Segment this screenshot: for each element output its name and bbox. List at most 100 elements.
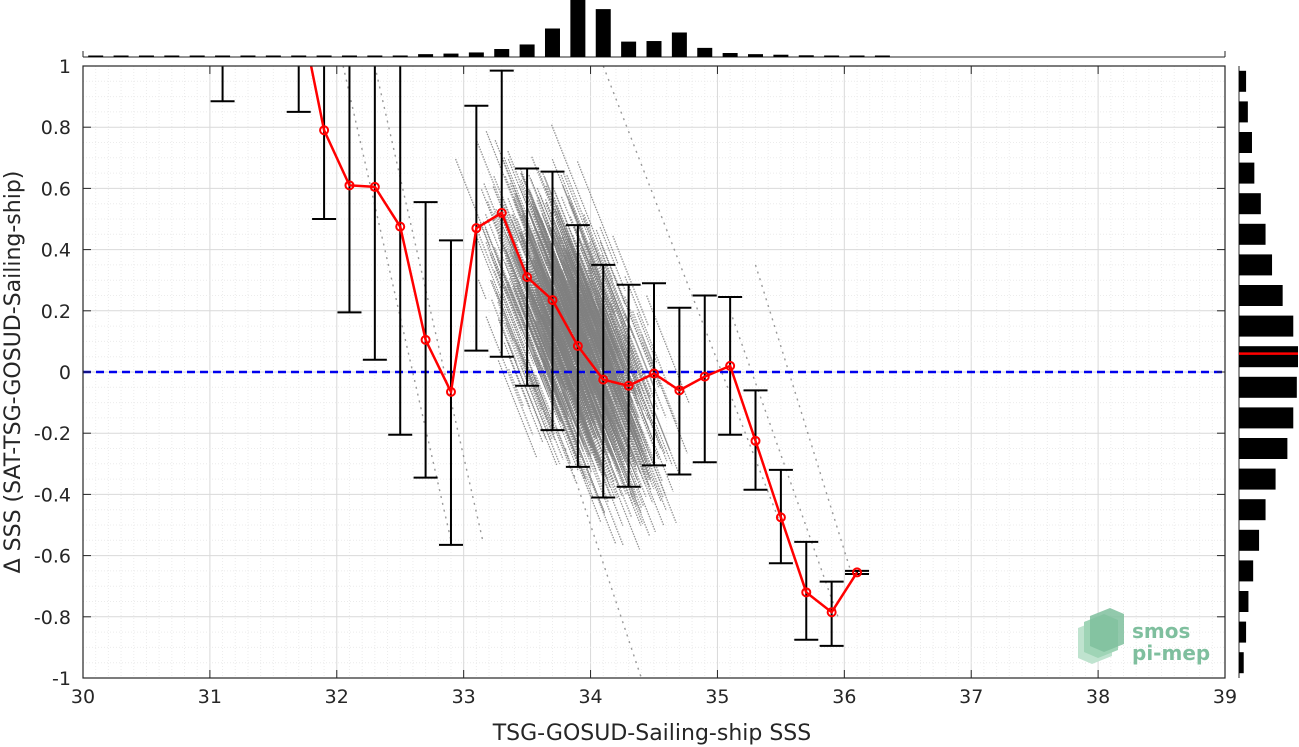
right-histogram-bar	[1239, 346, 1298, 368]
scatter-streak	[545, 379, 594, 497]
y-tick-label: -0.8	[34, 607, 71, 629]
scatter-streak	[553, 234, 563, 257]
scatter-streak	[528, 300, 592, 458]
scatter-streak	[533, 377, 548, 411]
scatter-streak	[593, 362, 638, 472]
scatter-streak	[602, 420, 620, 463]
x-tick-label: 33	[452, 686, 476, 708]
mean-marker	[699, 371, 710, 382]
mean-marker	[649, 368, 659, 379]
right-histogram-bar	[1239, 591, 1249, 612]
scatter-streak	[625, 413, 662, 503]
scatter-streak	[567, 252, 601, 334]
scatter-streak	[555, 263, 613, 406]
scatter-streak	[754, 264, 852, 572]
scatter-streak	[524, 274, 551, 338]
scatter-streak	[591, 354, 612, 403]
scatter-streak	[566, 174, 612, 287]
y-tick-label: 0.2	[41, 301, 71, 323]
scatter-streak	[627, 377, 640, 406]
scatter-streak	[594, 298, 660, 460]
scatter-streak	[603, 402, 631, 470]
top-histogram	[82, 0, 1226, 58]
scatter-streak	[545, 241, 597, 369]
scatter-streak	[568, 235, 632, 395]
x-tick-label: 36	[832, 686, 856, 708]
smos-pi-mep-logo: smos pi-mep	[1078, 608, 1210, 665]
scatter-streak	[570, 264, 582, 292]
scatter-streak	[610, 297, 651, 398]
scatter-streak	[587, 270, 645, 411]
mean-marker	[471, 223, 482, 234]
right-histogram	[1238, 66, 1298, 678]
scatter-streak	[507, 150, 557, 273]
right-histogram-bar	[1239, 315, 1294, 337]
scatter-streak	[599, 226, 626, 292]
top-histogram-bar	[138, 55, 154, 57]
scatter-streak	[520, 365, 552, 442]
logo-layers-icon	[1078, 608, 1124, 664]
scatter-streak	[590, 346, 601, 370]
scatter-streak	[575, 230, 624, 349]
top-histogram-bar	[595, 9, 611, 58]
mean-marker	[775, 512, 786, 523]
scatter-streak	[555, 232, 568, 262]
scatter-streak	[564, 350, 623, 497]
top-histogram-bar	[88, 55, 104, 57]
scatter-streak	[611, 395, 665, 527]
scatter-streak	[553, 353, 613, 500]
scatter-streak	[541, 367, 587, 480]
top-histogram-bar	[291, 55, 307, 57]
top-histogram-bar	[113, 55, 129, 57]
mean-marker	[344, 180, 355, 191]
top-histogram-bar	[468, 52, 484, 57]
scatter-streak	[536, 326, 590, 459]
scatter-streak	[505, 323, 514, 342]
scatter-streak	[496, 259, 521, 317]
scatter-streak	[507, 281, 535, 347]
scatter-streak	[491, 299, 518, 364]
scatter-streak	[484, 228, 541, 368]
scatter-streak	[599, 241, 626, 306]
scatter-streak	[494, 264, 522, 331]
scatter-streak	[493, 270, 526, 348]
scatter-streak	[560, 196, 617, 335]
scatter-streak	[541, 291, 575, 374]
scatter-streak	[561, 170, 625, 327]
top-histogram-bar	[874, 55, 890, 57]
scatter-streak	[564, 448, 642, 679]
axis-ticks: 30 31 32 33 34 35 36 37 38 39 -1 -0.8 -0.6 -0.4 -0.2 0 0…	[34, 56, 1237, 708]
scatter-streak	[581, 235, 644, 393]
scatter-streak	[602, 313, 650, 429]
scatter-streak	[580, 307, 629, 427]
scatter-streak	[513, 199, 558, 309]
top-histogram-bar	[773, 54, 789, 57]
y-tick-label: -0.2	[34, 423, 71, 445]
scatter-streak	[611, 406, 635, 463]
scatter-streak	[559, 269, 588, 337]
top-histogram-bar	[519, 44, 535, 57]
scatter-streak	[536, 187, 589, 317]
scatter-streak	[504, 176, 562, 317]
mean-curve	[309, 65, 859, 615]
scatter-streak	[587, 303, 648, 453]
y-tick-label: 0.8	[41, 117, 71, 139]
scatter-streak	[600, 347, 647, 463]
scatter-streak	[530, 298, 582, 425]
scatter-streak	[532, 279, 580, 395]
scatter-streak	[579, 316, 602, 369]
top-histogram-bar	[316, 55, 332, 57]
mean-marker	[725, 360, 736, 371]
top-histogram-bar	[722, 53, 738, 57]
scatter-streak	[525, 301, 558, 380]
mean-marker	[852, 567, 863, 578]
mean-marker	[674, 385, 685, 396]
scatter-streak	[510, 272, 529, 318]
scatter-streak	[479, 223, 524, 333]
scatter-streak	[641, 413, 674, 492]
scatter-streak	[528, 322, 569, 423]
scatter-streak	[538, 310, 547, 329]
scatter-streak	[590, 280, 606, 315]
top-histogram-bar	[621, 41, 637, 57]
right-histogram-bar	[1239, 652, 1244, 674]
